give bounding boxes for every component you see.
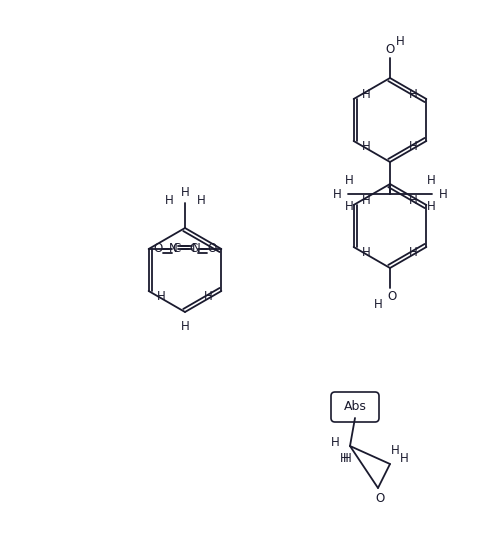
Text: H: H — [180, 186, 189, 198]
Text: H: H — [408, 194, 417, 207]
Text: H: H — [373, 299, 382, 311]
Text: H: H — [390, 444, 399, 456]
Text: H: H — [332, 187, 341, 201]
Text: H: H — [362, 246, 370, 258]
Text: O: O — [206, 242, 216, 256]
Text: C: C — [189, 242, 197, 256]
Text: H: H — [438, 187, 446, 201]
Text: H: H — [362, 194, 370, 207]
Text: H: H — [164, 195, 173, 208]
Text: H: H — [408, 246, 417, 258]
Text: H: H — [157, 289, 166, 302]
Text: H: H — [426, 174, 434, 187]
Text: H: H — [399, 453, 407, 465]
Text: H: H — [342, 453, 351, 465]
Text: H: H — [339, 453, 348, 465]
Text: O: O — [385, 42, 394, 56]
Text: H: H — [180, 319, 189, 332]
Text: O: O — [375, 492, 384, 505]
Text: N: N — [191, 242, 200, 256]
Text: H: H — [395, 34, 404, 48]
Text: H: H — [362, 140, 370, 152]
Text: H: H — [330, 437, 339, 449]
Text: H: H — [344, 174, 353, 187]
Text: O: O — [387, 291, 396, 303]
Text: H: H — [408, 140, 417, 152]
Text: C: C — [172, 242, 180, 256]
Text: N: N — [169, 242, 178, 256]
Text: Abs: Abs — [343, 401, 366, 414]
Text: H: H — [426, 201, 434, 213]
FancyBboxPatch shape — [330, 392, 378, 422]
Text: H: H — [362, 88, 370, 101]
Text: H: H — [203, 289, 212, 302]
Text: O: O — [153, 242, 163, 256]
Text: H: H — [408, 88, 417, 101]
Text: H: H — [344, 201, 353, 213]
Text: H: H — [196, 195, 205, 208]
